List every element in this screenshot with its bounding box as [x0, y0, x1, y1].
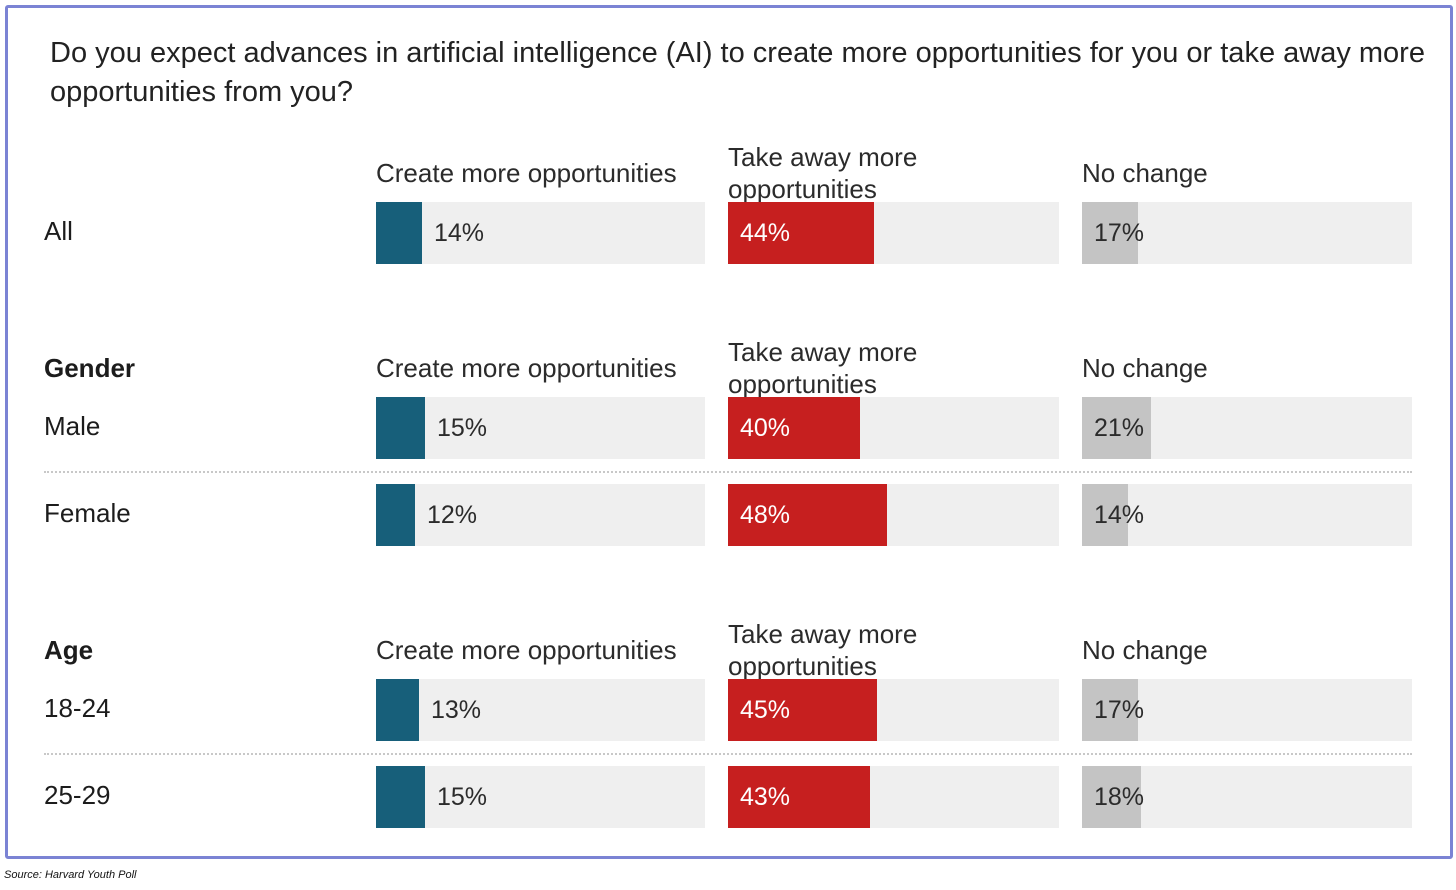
data-label: 12%: [427, 501, 478, 529]
data-label: 17%: [1094, 696, 1145, 724]
bar-nochange: [1082, 484, 1128, 546]
data-label: 18%: [1094, 783, 1145, 811]
bar-nochange: [1082, 202, 1138, 264]
bar-track: 44%: [728, 202, 1059, 264]
column-header-no-change: No change: [1082, 353, 1208, 383]
column-header-no-change: No change: [1082, 158, 1208, 188]
bar-create: [376, 484, 415, 546]
bar-track: 21%: [1082, 397, 1412, 459]
bar-track: 14%: [1082, 484, 1412, 546]
data-label: 15%: [437, 783, 488, 811]
bar-create: [376, 766, 425, 828]
bar-track: 43%: [728, 766, 1059, 828]
bar-nochange: [1082, 397, 1151, 459]
data-label: 14%: [1094, 501, 1145, 529]
bar-track: 15%: [376, 766, 705, 828]
data-label: 48%: [740, 501, 791, 529]
column-header-no-change: No change: [1082, 635, 1208, 665]
bar-track: 48%: [728, 484, 1059, 546]
bar-track: 40%: [728, 397, 1059, 459]
bar-track: 13%: [376, 679, 705, 741]
bar-take: [728, 766, 870, 828]
data-label: 45%: [740, 696, 791, 724]
bar-track: 17%: [1082, 679, 1412, 741]
data-label: 17%: [1094, 219, 1145, 247]
bar-track: 17%: [1082, 202, 1412, 264]
data-label: 44%: [740, 219, 791, 247]
bar-take: [728, 202, 874, 264]
group-label-gender: Gender: [44, 353, 136, 383]
group-label-age: Age: [44, 635, 94, 665]
row-label: All: [44, 216, 73, 246]
row-separator: [44, 471, 1412, 473]
bar-create: [376, 679, 419, 741]
row-label: 25-29: [44, 780, 111, 810]
bar-track: 12%: [376, 484, 705, 546]
column-header-create: Create more opportunities: [376, 635, 677, 665]
bar-track: 45%: [728, 679, 1059, 741]
chart-title: Do you expect advances in artificial int…: [50, 37, 1425, 108]
bar-track: 18%: [1082, 766, 1412, 828]
chart-frame: Do you expect advances in artificial int…: [5, 5, 1453, 859]
column-header-take-away: Take away more opportunities: [728, 619, 918, 681]
bar-take: [728, 679, 877, 741]
bar-create: [376, 397, 425, 459]
data-label: 40%: [740, 414, 791, 442]
column-header-create: Create more opportunities: [376, 158, 677, 188]
bar-take: [728, 484, 887, 546]
bar-take: [728, 397, 860, 459]
data-label: 43%: [740, 783, 791, 811]
bar-create: [376, 202, 422, 264]
data-label: 14%: [434, 219, 485, 247]
source-note: Source: Harvard Youth Poll: [4, 869, 137, 881]
row-label: Female: [44, 498, 131, 528]
bar-nochange: [1082, 766, 1141, 828]
row-separator: [44, 753, 1412, 755]
bar-track: 15%: [376, 397, 705, 459]
data-label: 21%: [1094, 414, 1145, 442]
row-label: Male: [44, 411, 101, 441]
row-label: 18-24: [44, 693, 111, 723]
bar-nochange: [1082, 679, 1138, 741]
data-label: 13%: [431, 696, 482, 724]
column-header-take-away: Take away more opportunities: [728, 337, 918, 399]
bar-track: 14%: [376, 202, 705, 264]
column-header-take-away: Take away more opportunities: [728, 142, 918, 204]
data-label: 15%: [437, 414, 488, 442]
column-header-create: Create more opportunities: [376, 353, 677, 383]
